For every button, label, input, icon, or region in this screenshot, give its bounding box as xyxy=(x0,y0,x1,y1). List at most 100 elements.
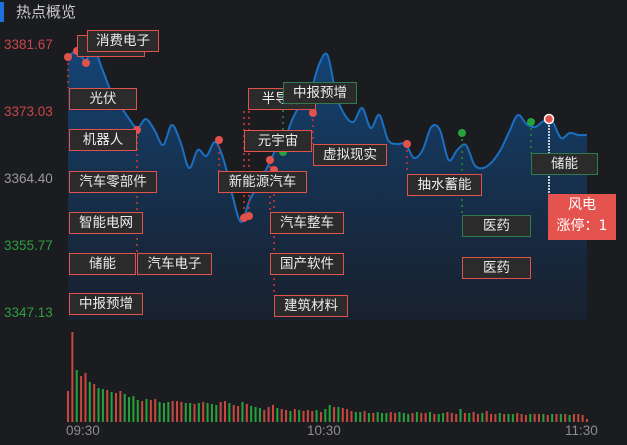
sector-label[interactable]: 光伏 xyxy=(69,88,137,110)
volume-bar xyxy=(71,332,74,422)
limit-up-dot[interactable] xyxy=(82,59,90,67)
volume-bar xyxy=(398,412,401,422)
sector-label[interactable]: 医药 xyxy=(462,257,531,279)
sector-label[interactable]: 储能 xyxy=(531,153,598,175)
volume-bar xyxy=(176,401,179,422)
limit-down-dot[interactable] xyxy=(458,129,466,137)
volume-bar xyxy=(341,408,344,422)
tooltip-sector: 风电 xyxy=(568,197,596,213)
volume-bar xyxy=(210,404,213,422)
volume-bar xyxy=(241,402,244,422)
volume-bar xyxy=(101,389,104,422)
volume-bar xyxy=(298,410,301,422)
volume-bar xyxy=(189,403,192,422)
limit-down-dot[interactable] xyxy=(527,118,535,126)
volume-bar xyxy=(455,414,458,422)
volume-bar xyxy=(75,370,78,422)
volume-bar xyxy=(158,402,161,422)
y-tick: 3355.77 xyxy=(4,238,53,253)
volume-bar xyxy=(267,407,270,422)
limit-up-dot[interactable] xyxy=(403,140,411,148)
volume-bar xyxy=(490,414,493,422)
sector-label[interactable]: 储能 xyxy=(69,253,136,275)
volume-bar xyxy=(376,412,379,422)
volume-bar xyxy=(428,412,431,422)
sector-label[interactable]: 建筑材料 xyxy=(274,295,348,317)
volume-bar xyxy=(511,414,514,422)
volume-bar xyxy=(503,414,506,422)
volume-bar xyxy=(337,407,340,422)
tooltip-limit-up-count: 涨停：1 xyxy=(556,218,608,234)
title-accent xyxy=(0,2,4,22)
selected-dot[interactable] xyxy=(543,113,555,125)
volume-bar xyxy=(123,394,126,422)
volume-bar xyxy=(494,414,497,422)
volume-bar xyxy=(507,414,510,422)
volume-bar xyxy=(381,413,384,422)
volume-bar xyxy=(559,414,562,422)
sector-label[interactable]: 新能源汽车 xyxy=(218,171,307,193)
volume-bar xyxy=(285,410,288,422)
volume-bar xyxy=(254,407,257,422)
volume-bar xyxy=(442,413,445,422)
y-tick: 3381.67 xyxy=(4,37,53,52)
volume-bar xyxy=(276,408,279,422)
sector-label[interactable]: 元宇宙 xyxy=(244,130,312,152)
volume-bar xyxy=(551,414,554,422)
sector-label[interactable]: 虚拟现实 xyxy=(313,144,387,166)
sector-label[interactable]: 抽水蓄能 xyxy=(407,174,482,196)
sector-label[interactable]: 消费电子 xyxy=(87,30,159,52)
limit-up-dot[interactable] xyxy=(309,109,317,117)
volume-bar xyxy=(538,414,541,422)
volume-bar xyxy=(411,413,414,422)
volume-bar xyxy=(359,412,362,422)
sector-label[interactable]: 中报预增 xyxy=(283,82,357,104)
sector-label[interactable]: 智能电网 xyxy=(69,212,143,234)
limit-up-dot[interactable] xyxy=(215,136,223,144)
volume-bar xyxy=(167,402,170,422)
y-tick: 3373.03 xyxy=(4,104,53,119)
volume-bar xyxy=(577,414,580,422)
limit-up-dot[interactable] xyxy=(266,156,274,164)
volume-bar xyxy=(293,409,296,422)
volume-bar xyxy=(485,411,488,422)
sector-label[interactable]: 医药 xyxy=(462,215,531,237)
volume-bar xyxy=(224,401,227,422)
sector-label[interactable]: 国产软件 xyxy=(270,253,344,275)
sector-label[interactable]: 机器人 xyxy=(69,129,137,151)
sector-label[interactable]: 汽车整车 xyxy=(270,212,344,234)
volume-bar xyxy=(402,413,405,422)
limit-up-dot[interactable] xyxy=(245,212,253,220)
volume-bar xyxy=(128,397,131,422)
volume-bar xyxy=(394,413,397,422)
sector-label[interactable]: 汽车电子 xyxy=(137,253,212,275)
volume-bar xyxy=(463,413,466,422)
volume-bar xyxy=(568,415,571,422)
limit-up-dot[interactable] xyxy=(64,53,72,61)
volume-bar xyxy=(468,413,471,422)
volume-bar xyxy=(424,413,427,422)
volume-bar xyxy=(289,411,292,422)
volume-bar xyxy=(171,401,174,422)
volume-bar xyxy=(437,414,440,422)
volume-bar xyxy=(346,409,349,422)
volume-bar xyxy=(136,400,139,422)
sector-label[interactable]: 汽车零部件 xyxy=(69,171,157,193)
volume-bar xyxy=(245,404,248,422)
selected-sector-tooltip[interactable]: 风电 涨停：1 xyxy=(548,194,616,240)
volume-bar xyxy=(88,382,91,422)
volume-bar xyxy=(520,414,523,422)
volume-bar xyxy=(67,391,69,422)
volume-bar xyxy=(149,400,152,422)
volume-bar xyxy=(106,390,109,422)
sector-label[interactable]: 中报预增 xyxy=(69,293,143,315)
volume-bar xyxy=(533,414,536,422)
volume-bar xyxy=(114,393,117,422)
volume-bar xyxy=(450,413,453,422)
volume-bar xyxy=(197,403,200,422)
volume-bar xyxy=(472,412,475,422)
volume-bar xyxy=(581,415,584,422)
volume-bar xyxy=(132,396,135,422)
volume-bar xyxy=(219,402,222,422)
volume-bar xyxy=(145,399,148,422)
